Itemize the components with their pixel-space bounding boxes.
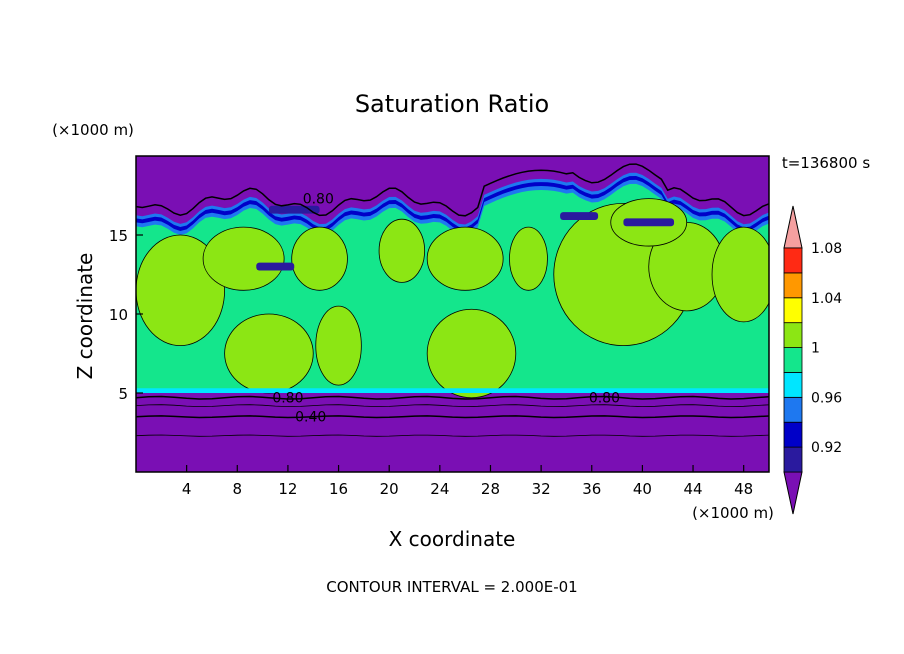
x-tick-label: 24 [430,480,449,498]
x-tick-label: 48 [734,480,753,498]
contour-labels: 0.80 0.80 0.40 0.80 [272,192,620,426]
x-tick-label: 8 [233,480,243,498]
dry-streak [623,218,675,227]
y-axis-label: Z coordinate [73,253,97,380]
colorbar: 1.08 1.04 1 0.96 0.92 [783,205,842,515]
colorbar-swatch [783,297,803,324]
colorbar-swatch [783,272,803,299]
x-tick-label: 44 [683,480,702,498]
supersaturated-blob [315,305,362,386]
x-tick-label: 40 [633,480,652,498]
colorbar-swatch [783,347,803,373]
x-axis: 4 8 12 16 20 24 28 32 36 40 44 48 [182,465,753,498]
x-tick-label: 12 [278,480,297,498]
colorbar-min-arrow [783,471,803,515]
colorbar-swatch [783,396,803,423]
contour-label: 0.80 [303,192,334,208]
heatmap-field [136,156,769,472]
supersaturated-blob [378,218,426,283]
supersaturated-blob [426,308,517,399]
supersaturated-blob [224,313,314,394]
supersaturated-blob [202,226,285,291]
contour-label: 0.80 [589,391,620,407]
supersaturated-blob [291,226,348,291]
supersaturated-blob [509,226,548,291]
contour-line-0.80-lower [136,395,769,400]
chart-title: Saturation Ratio [355,90,549,118]
colorbar-tick-label: 0.92 [811,440,842,456]
dry-streak [560,212,599,220]
colorbar-max-arrow [783,205,803,249]
x-tick-label: 28 [481,480,500,498]
supersaturated-blob [711,226,769,323]
x-tick-label: 32 [532,480,551,498]
colorbar-tick-label: 1.04 [811,291,842,307]
y-tick-label: 10 [109,306,128,324]
contour-line-0.80-upper [136,163,769,217]
x-axis-label: X coordinate [389,527,516,551]
contour-lines [136,163,769,437]
x-tick-label: 36 [582,480,601,498]
y-axis: 5 10 15 [109,227,143,403]
colorbar-tick-label: 1.08 [811,241,842,257]
cloud-base-band [136,388,769,393]
colorbar-tick-label: 1 [811,341,820,357]
time-label: t=136800 s [782,154,870,172]
contour-label: 0.80 [272,391,303,407]
colorbar-tick-label: 0.96 [811,390,842,406]
y-tick-label: 15 [109,227,128,245]
y-tick-label: 5 [118,385,128,403]
y-units-label: (×1000 m) [52,121,134,139]
supersaturated-blob [426,226,504,291]
colorbar-swatch [783,322,803,348]
contour-label: 0.40 [295,410,326,426]
x-tick-label: 4 [182,480,192,498]
x-units-label: (×1000 m) [692,504,774,522]
supersaturated-blob [136,234,226,346]
contour-interval-footer: CONTOUR INTERVAL = 2.000E-01 [326,578,577,596]
colorbar-swatch [783,247,803,274]
colorbar-swatch [783,446,803,473]
contour-line-lower [136,404,769,408]
cloud-top-core [136,176,769,232]
colorbar-swatch [783,421,803,448]
dry-streak [256,262,295,271]
x-tick-label: 16 [329,480,348,498]
contour-line-0.40 [136,415,769,419]
contour-line-lowest [136,434,769,437]
x-tick-label: 20 [380,480,399,498]
colorbar-swatch [783,372,803,398]
